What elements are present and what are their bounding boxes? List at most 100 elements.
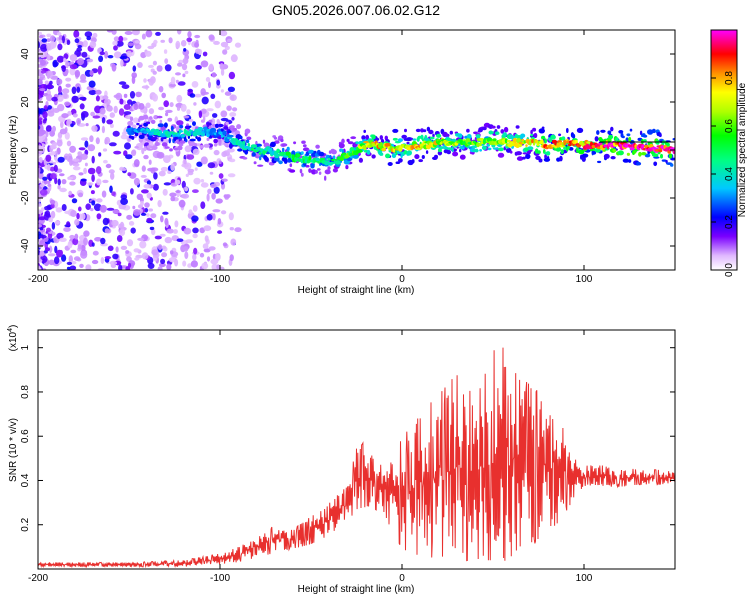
spectrogram-noise-cell	[43, 105, 48, 110]
spectrogram-ridge-cell	[636, 161, 642, 166]
spectrogram-noise-cell	[96, 213, 102, 220]
spectrogram-noise-cell	[117, 212, 122, 217]
spectrogram-ridge-cell	[476, 142, 480, 148]
spectrogram-noise-cell	[90, 190, 95, 195]
spectrogram-ridge-cell	[253, 161, 257, 165]
spectrogram-noise-cell	[71, 86, 77, 95]
spectrogram-noise-cell	[151, 228, 156, 236]
spectrogram-noise-cell	[120, 134, 129, 140]
spectrogram-noise-cell	[77, 58, 85, 66]
spectrogram-noise-cell	[44, 210, 51, 218]
spectrogram-noise-cell	[163, 155, 171, 164]
spectrogram-noise-cell	[91, 155, 95, 164]
spectrogram-ridge-cell	[232, 127, 237, 131]
spectrogram-ridge-cell	[391, 153, 397, 159]
spectrogram-noise-cell	[186, 154, 195, 160]
spectrogram-ridge-cell	[167, 117, 173, 122]
spectrogram-noise-cell	[39, 92, 44, 96]
spectrogram-noise-cell	[177, 81, 186, 86]
spectrogram-noise-cell	[177, 30, 182, 35]
spectrogram-noise-cell	[109, 142, 117, 147]
spectrogram-ridge-cell	[428, 129, 434, 135]
spectrogram-noise-cell	[119, 56, 128, 60]
spectrogram-ridge-cell	[203, 116, 206, 122]
spectrogram-noise-cell	[103, 159, 108, 164]
spectrogram-ridge-cell	[638, 151, 642, 157]
spectrogram-ridge-cell	[138, 124, 143, 128]
spectrogram-noise-cell	[38, 38, 41, 42]
spectrogram-noise-cell	[39, 250, 45, 257]
spectrogram-noise-cell	[206, 214, 213, 221]
snr-y-multiplier: (x104)	[7, 325, 19, 352]
spectrogram-ridge-cell	[541, 135, 546, 140]
spectrogram-ridge-cell	[324, 169, 331, 175]
spectrogram-ridge-cell	[262, 139, 266, 144]
spectrogram-ridge-cell	[302, 144, 307, 148]
spectrogram-noise-cell	[152, 93, 159, 102]
spectrogram-ridge-cell	[459, 148, 462, 153]
spectrogram-noise-cell	[176, 120, 184, 126]
spectrogram-noise-cell	[220, 68, 225, 76]
spectrogram-ridge-cell	[177, 133, 181, 137]
spectrogram-ridge-cell	[422, 129, 427, 133]
spectrogram-noise-cell	[130, 188, 134, 195]
spectrogram-ridge-cell	[213, 143, 218, 147]
spectrogram-noise-cell	[120, 245, 128, 250]
spectrogram-ridge-cell	[168, 137, 171, 144]
spectrogram-noise-cell	[93, 203, 102, 212]
spectrogram-noise-cell	[90, 111, 95, 117]
spectrogram-noise-cell	[45, 154, 52, 162]
spectrogram-noise-cell	[148, 108, 155, 115]
spectrogram-ridge-cell	[153, 115, 159, 120]
spectrogram-cells	[38, 30, 675, 270]
spectrogram-noise-cell	[47, 110, 55, 117]
spectrogram-ridge-cell	[576, 127, 584, 133]
spectrogram-noise-cell	[200, 60, 209, 68]
spectrogram-noise-cell	[126, 50, 133, 58]
spectrogram-noise-cell	[116, 235, 123, 242]
spectrogram-ridge-cell	[223, 126, 229, 130]
spectrogram-x-axis-label: Height of straight line (km)	[298, 285, 415, 296]
spectrogram-noise-cell	[89, 41, 97, 49]
spectrogram-ridge-cell	[311, 169, 317, 175]
spectrogram-noise-cell	[77, 244, 82, 250]
spectrogram-noise-cell	[49, 166, 56, 172]
spectrogram-ridge-cell	[532, 142, 536, 146]
y-tick-label: 0.4	[20, 473, 31, 487]
snr-frame	[37, 329, 676, 570]
spectrogram-ridge-cell	[575, 147, 580, 151]
spectrogram-ridge-cell	[581, 153, 589, 158]
spectrogram-noise-cell	[118, 204, 127, 210]
spectrogram-noise-cell	[66, 261, 73, 266]
spectrogram-ridge-cell	[406, 137, 413, 142]
spectrogram-noise-cell	[70, 61, 75, 65]
spectrogram-noise-cell	[211, 72, 217, 78]
spectrogram-ridge-cell	[438, 146, 445, 150]
spectrogram-noise-cell	[164, 236, 172, 244]
spectrogram-noise-cell	[63, 57, 67, 63]
spectrogram-ridge-cell	[581, 156, 586, 162]
spectrogram-ridge-cell	[345, 165, 349, 170]
spectrogram-ridge-cell	[420, 134, 424, 140]
spectrogram-noise-cell	[82, 40, 88, 48]
spectrogram-noise-cell	[38, 138, 43, 142]
spectrogram-noise-cell	[39, 88, 46, 92]
spectrogram-noise-cell	[209, 171, 214, 175]
spectrogram-ridge-cell	[608, 134, 614, 140]
spectrogram-ridge-cell	[315, 144, 320, 149]
spectrogram-noise-cell	[65, 68, 69, 75]
spectrogram-noise-cell	[159, 233, 166, 237]
spectrogram-noise-cell	[68, 190, 73, 196]
spectrogram-noise-cell	[38, 117, 43, 121]
spectrogram-noise-cell	[231, 117, 235, 121]
spectrogram-ridge-cell	[228, 134, 234, 138]
spectrogram-ridge-cell	[504, 138, 508, 144]
spectrogram-noise-cell	[221, 178, 228, 182]
spectrogram-ridge-cell	[281, 143, 288, 147]
spectrogram-noise-cell	[58, 39, 63, 44]
spectrogram-noise-cell	[153, 39, 158, 45]
spectrogram-ridge-cell	[668, 153, 673, 159]
snr-series-line	[38, 347, 675, 569]
spectrogram-ridge-cell	[185, 138, 188, 143]
spectrogram-ridge-cell	[289, 169, 296, 173]
